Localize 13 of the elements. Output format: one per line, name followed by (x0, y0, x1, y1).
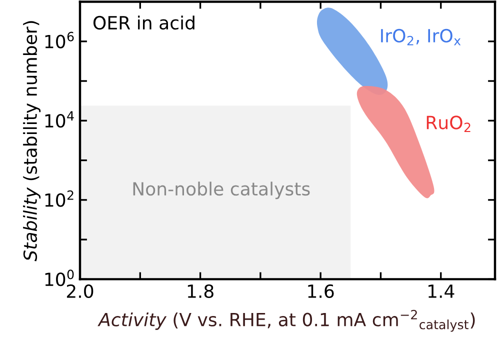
y-tick-label: 10$^{4}$ (45, 111, 74, 128)
annotation: Non-noble catalysts (133, 182, 310, 200)
y-axis-title: Stability (stability number) (23, 21, 41, 262)
series-label: RuO$_{2}$ (426, 116, 470, 132)
x-tick-label: 1.8 (188, 284, 214, 298)
x-tick-label: 2.0 (66, 284, 94, 298)
x-tick-label: 1.6 (308, 284, 334, 298)
y-tick-label: 10$^{6}$ (45, 32, 74, 48)
x-axis-title: Activity (V vs. RHE, at 0.1 mA cm$^{−2}$$_{catalyst}$) (98, 310, 475, 332)
annotation: OER in acid (93, 16, 194, 30)
x-tick-label: 1.4 (428, 284, 454, 298)
y-tick-label: 10$^{2}$ (45, 190, 74, 207)
series-label: IrO$_{2}$, IrO$_{x}$ (381, 28, 461, 46)
